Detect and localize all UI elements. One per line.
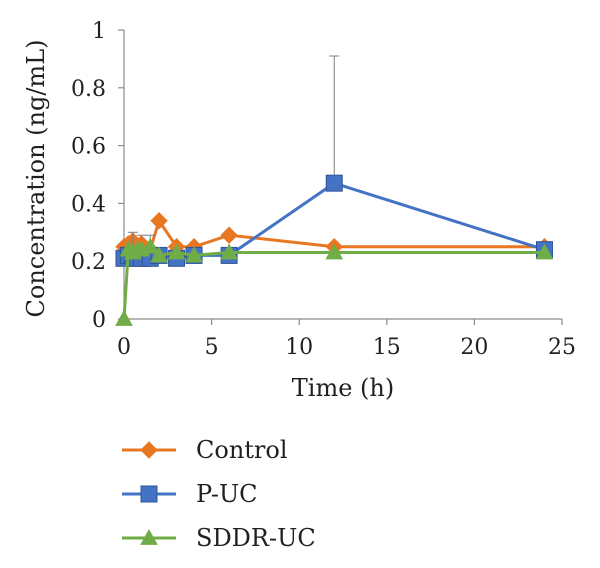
legend-label: Control [196, 436, 288, 464]
data-point [325, 174, 343, 192]
y-tick-label: 0.6 [71, 135, 106, 160]
y-axis-title: Concentration (ng/mL) [22, 40, 50, 318]
x-tick-label: 20 [460, 335, 488, 360]
data-point [150, 212, 168, 230]
data-point [535, 243, 554, 260]
y-tick-label: 1 [92, 19, 106, 44]
series-sddr-uc [115, 237, 554, 326]
legend-label: P-UC [196, 480, 258, 508]
x-tick-label: 5 [205, 335, 219, 360]
data-point [141, 237, 160, 254]
legend-marker [140, 485, 158, 503]
data-point [220, 243, 238, 260]
x-tick-label: 15 [373, 335, 401, 360]
y-tick-label: 0.8 [71, 77, 106, 102]
legend-label: SDDR-UC [196, 524, 316, 552]
data-point [167, 243, 186, 260]
data-point [325, 243, 344, 260]
x-tick-label: 0 [117, 335, 131, 360]
data-point [150, 246, 168, 263]
legend-item: Control [122, 436, 288, 464]
data-point [185, 246, 203, 263]
legend-item: SDDR-UC [122, 524, 316, 552]
legend-marker [140, 441, 158, 459]
x-axis-title: Time (h) [292, 374, 394, 402]
legend-marker [140, 528, 158, 545]
legend-item: P-UC [122, 480, 258, 508]
legend: Control P-UC SDDR-UC [122, 436, 316, 552]
data-point [220, 226, 238, 244]
data-point [115, 309, 133, 326]
plot-area [115, 55, 554, 326]
axes: 0 5 10 15 20 25 0 0.2 0.4 0.6 0.8 1 [71, 19, 576, 360]
y-tick-label: 0 [92, 308, 106, 333]
y-tick-label: 0.4 [71, 192, 106, 217]
y-tick-label: 0.2 [71, 250, 106, 275]
series-p-uc [115, 55, 553, 267]
x-tick-label: 25 [548, 335, 576, 360]
x-tick-label: 10 [285, 335, 313, 360]
